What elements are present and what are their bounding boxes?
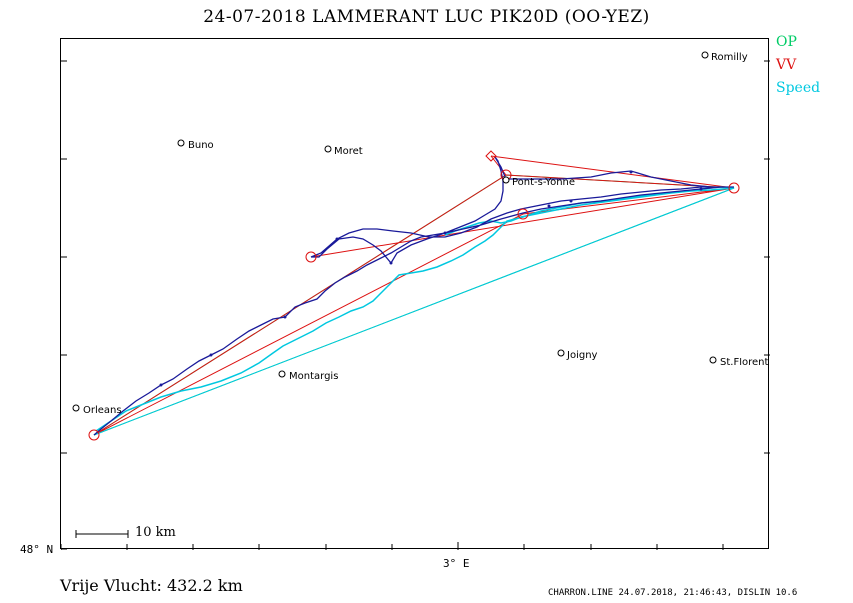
- town-label-buno: Buno: [188, 140, 214, 151]
- town-label-pont-s-yonne: Pont-s-Yonne: [512, 177, 576, 188]
- left-axis-ticks: [61, 60, 770, 550]
- distance-label: Vrije Vlucht: 432.2 km: [60, 576, 243, 595]
- town-label-moret: Moret: [334, 146, 363, 157]
- op-route: [93, 174, 735, 436]
- turnpoints: [88, 150, 740, 441]
- town-markers: [72, 51, 717, 412]
- town-label-orleans: Orleans: [83, 405, 122, 416]
- legend-op: OP: [776, 34, 797, 50]
- latitude-label: 48° N: [20, 543, 54, 556]
- scale-bar: [75, 530, 129, 538]
- speed-route: [93, 187, 735, 436]
- town-label-st-florentin: St.Florentin: [720, 358, 769, 368]
- bottom-axis-ticks: [61, 542, 724, 550]
- longitude-label: 3° E: [443, 557, 470, 570]
- map-frame: [60, 38, 770, 550]
- track-markers: [159, 170, 703, 387]
- map-title: 24-07-2018 LAMMERANT LUC PIK20D (OO-YEZ): [203, 7, 650, 27]
- flight-track: [93, 156, 734, 436]
- town-label-joigny: Joigny: [567, 350, 598, 361]
- flight-map: [61, 51, 770, 550]
- town-label-romilly: Romilly: [711, 52, 748, 63]
- town-label-montargis: Montargis: [289, 371, 339, 382]
- footer-info: CHARRON.LINE 24.07.2018, 21:46:43, DISLI…: [548, 588, 798, 598]
- legend-speed: Speed: [776, 80, 821, 96]
- speed-track: [95, 186, 735, 432]
- legend-vv: VV: [776, 57, 797, 73]
- scale-label: 10 km: [135, 525, 176, 540]
